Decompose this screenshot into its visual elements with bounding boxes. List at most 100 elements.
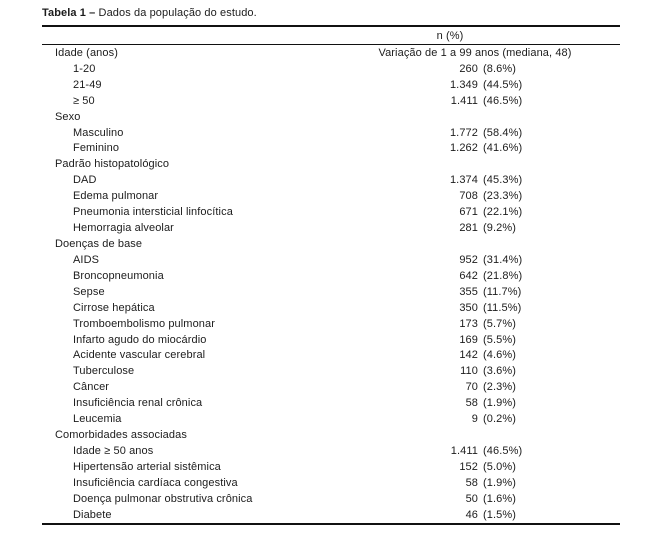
row-value: 1.772 (58.4%) [330,127,620,139]
row-value-count: 1.374 [449,174,478,187]
row-label: Doenças de base [55,238,143,251]
row-label: Sepse [73,285,105,298]
row-label: DAD [73,174,97,187]
row-value-count: 9 [471,413,478,426]
row-label: Idade ≥ 50 anos [73,445,154,457]
row-value-percent: (1.9%) [483,397,516,410]
table-row-group: Doenças de base [42,236,620,252]
row-label: AIDS [73,253,100,266]
row-value: 350 (11.5%) [330,302,620,314]
table-header-rule [42,44,620,45]
row-value: 671 (22.1%) [330,206,620,218]
row-value-count: 50 [465,492,478,505]
table-row-group: Comorbidades associadas [42,427,620,443]
row-label: Infarto agudo do miocárdio [73,333,207,346]
row-label: Masculino [73,126,124,139]
row-value-percent: (46.5%) [483,445,523,457]
row-value-count: 1.349 [449,78,478,91]
row-value-count: 642 [459,269,478,282]
row-value: 110 (3.6%) [330,365,620,377]
row-value: 169 (5.5%) [330,334,620,346]
row-value: 952 (31.4%) [330,254,620,266]
row-value-percent: (9.2%) [483,222,516,235]
row-value-count: 58 [465,476,478,489]
row-value: 355 (11.7%) [330,286,620,298]
table-row-item: Diabete 46 (1.5%) [42,507,620,523]
row-value-count: 1.411 [450,445,478,457]
row-value-percent: (58.4%) [483,126,523,139]
row-value-percent: (8.6%) [483,62,516,75]
row-label: Sexo [55,110,81,123]
table-row-item: DAD 1.374 (45.3%) [42,172,620,188]
row-value-percent: (44.5%) [483,78,523,91]
row-label: ≥ 50 [73,94,95,107]
row-value-count: 1.411 [450,94,478,107]
table-caption: Tabela 1 – Dados da população do estudo. [42,0,620,25]
row-label: Tromboembolismo pulmonar [73,317,215,330]
row-value: 642 (21.8%) [330,270,620,282]
table-bottom-rule [42,522,620,525]
row-label: Edema pulmonar [73,190,159,203]
table-row-item: Hipertensão arterial sistêmica 152 (5.0%) [42,459,620,475]
row-value-count: 952 [459,253,478,266]
table-row-group: Idade (anos) Variação de 1 a 99 anos (med… [42,45,620,61]
row-value-percent: (5.0%) [483,460,516,473]
row-value-percent: (31.4%) [483,253,523,266]
row-value-percent: (1.6%) [483,492,516,505]
row-value-percent: (11.5%) [483,301,522,314]
row-label: Feminino [73,142,120,155]
row-value-percent: (11.7%) [483,285,522,298]
row-value-count: 1.772 [449,126,478,139]
row-value-percent: (23.3%) [483,190,523,203]
row-value: 173 (5.7%) [330,318,620,330]
row-label: 21-49 [73,78,102,91]
row-value-percent: (0.2%) [483,413,516,426]
table-body: Idade (anos) Variação de 1 a 99 anos (med… [42,45,620,523]
row-value-count: 173 [459,317,478,330]
row-value-percent: (4.6%) [483,349,516,362]
row-label: Hemorragia alveolar [73,222,174,235]
row-value-percent: (3.6%) [483,365,516,378]
table-row-item: Doença pulmonar obstrutiva crônica 50 (1.6… [42,491,620,507]
table-row-item: Masculino 1.772 (58.4%) [42,125,620,141]
row-label: Doença pulmonar obstrutiva crônica [73,492,253,505]
table-row-item: Leucemia 9 (0.2%) [42,411,620,427]
table-row-item: Sepse 355 (11.7%) [42,284,620,300]
row-value-count: 671 [459,206,478,219]
row-value: 708 (23.3%) [330,190,620,202]
row-label: Comorbidades associadas [55,429,187,442]
row-value: 142 (4.6%) [330,349,620,361]
row-value-count: 1.262 [449,142,478,155]
table-row-item: AIDS 952 (31.4%) [42,252,620,268]
row-label: Câncer [73,381,110,394]
row-value: 1.411 (46.5%) [330,95,620,107]
row-value-percent: (46.5%) [483,94,523,107]
row-label: 1-20 [73,62,96,75]
row-value-count: 708 [459,190,478,203]
row-label: Idade (anos) [55,46,118,59]
table-row-item: ≥ 50 1.411 (46.5%) [42,93,620,109]
row-value-count: 110 [460,365,478,378]
row-label: Hipertensão arterial sistêmica [73,460,221,473]
row-value: 70 (2.3%) [330,381,620,393]
table-header-row: n (%) [42,27,620,44]
row-value-count: 260 [459,62,478,75]
row-value-percent: (1.9%) [483,476,516,489]
row-label: Leucemia [73,413,122,426]
row-value-percent: (1.5%) [483,508,516,521]
row-value: 50 (1.6%) [330,493,620,505]
row-label: Pneumonia intersticial linfocítica [73,206,233,219]
table-row-item: Pneumonia intersticial linfocítica 671 (22… [42,204,620,220]
table-caption-number: Tabela 1 – [42,7,96,19]
table-row-item: Insuficiência cardíaca congestiva 58 (1.9%… [42,475,620,491]
row-value-count: 58 [465,397,478,410]
table-row-item: Broncopneumonia 642 (21.8%) [42,268,620,284]
table-row-item: Idade ≥ 50 anos 1.411 (46.5%) [42,443,620,459]
table-row-group: Sexo [42,109,620,125]
row-value-percent: (5.7%) [483,317,516,330]
row-value-text: Variação de 1 a 99 anos (mediana, 48) [378,46,572,59]
row-value-percent: (21.8%) [483,269,523,282]
row-value: 46 (1.5%) [330,509,620,521]
row-value-count: 70 [465,381,478,394]
